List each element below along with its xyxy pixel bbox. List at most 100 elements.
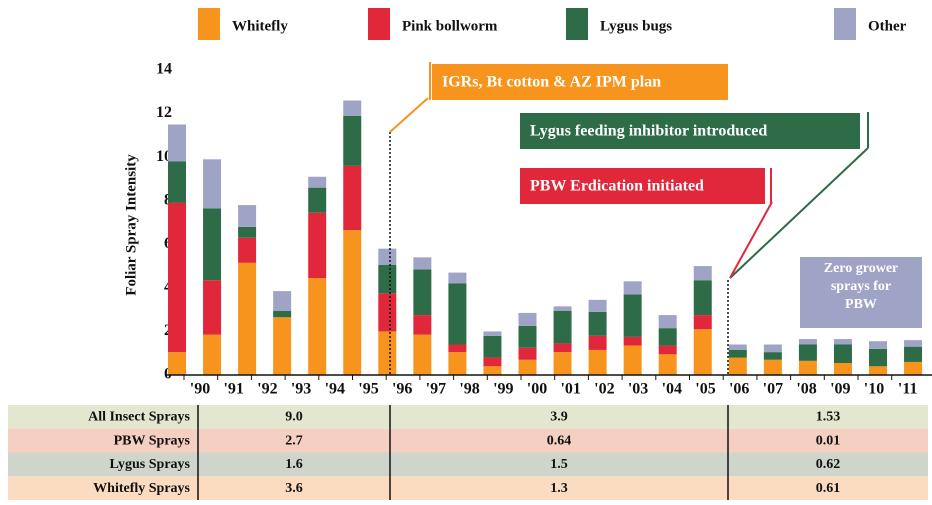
bar-segment: [238, 205, 257, 227]
legend-label: Pink bollworm: [402, 18, 498, 34]
legend-swatch: [834, 8, 856, 40]
bar-segment: [869, 348, 887, 367]
bar-segment: [658, 345, 677, 355]
bar-segment: [658, 328, 677, 346]
y-tick-label: 12: [156, 104, 172, 121]
bar-segment: [483, 357, 502, 367]
x-tick-label: '02: [594, 381, 614, 398]
table-cell: 3.9: [550, 410, 568, 425]
x-tick-label: '97: [426, 381, 446, 398]
x-tick-label: '04: [662, 381, 682, 398]
bar-segment: [833, 363, 852, 375]
annotation-connector: [389, 97, 429, 133]
bar-segment: [588, 311, 607, 336]
bar-segment: [693, 329, 712, 375]
bar-segment: [623, 294, 642, 337]
bar-segment: [798, 344, 817, 361]
bar-segment: [763, 352, 782, 360]
annotation-box: [432, 64, 728, 100]
bar-segment: [518, 347, 537, 360]
table-row: [8, 428, 928, 453]
bar-segment: [623, 345, 642, 375]
table-cell: 0.62: [816, 457, 841, 472]
table-cell: 9.0: [285, 410, 303, 425]
x-tick-label: '93: [291, 381, 311, 398]
table-cell: 0.61: [816, 481, 841, 496]
x-tick-label: '98: [459, 381, 479, 398]
x-tick-label: '07: [763, 381, 783, 398]
bar-segment: [588, 299, 607, 312]
table-cell: 1.6: [285, 457, 303, 472]
bar-segment: [869, 366, 887, 375]
x-tick-label: '10: [864, 381, 884, 398]
legend-swatch: [368, 8, 390, 40]
bar-segment: [343, 115, 362, 166]
table-cell: 3.6: [285, 481, 303, 496]
annotation-box: [520, 113, 860, 149]
bar-segment: [238, 226, 257, 238]
bar-segment: [238, 262, 257, 375]
bar-segment: [168, 202, 186, 353]
bar-segment: [728, 349, 747, 358]
bar-segment: [378, 264, 397, 294]
bar-segment: [238, 237, 257, 263]
bar-segment: [904, 361, 923, 375]
bar-segment: [308, 278, 327, 375]
x-tick-label: '09: [830, 381, 850, 398]
x-tick-label: '92: [257, 381, 277, 398]
annotation-text: IGRs, Bt cotton & AZ IPM plan: [442, 74, 661, 91]
table-cell: 1.53: [816, 410, 841, 425]
x-tick-label: '08: [796, 381, 816, 398]
x-tick-label: '91: [223, 381, 243, 398]
bar-segment: [728, 344, 747, 350]
table-row: [8, 405, 928, 429]
bar-segment: [448, 283, 467, 345]
row-label: Lygus Sprays: [109, 457, 190, 472]
bar-segment: [308, 187, 327, 213]
bar-segment: [308, 176, 327, 188]
bar-segment: [518, 325, 537, 348]
bar-segment: [518, 312, 537, 326]
bar-segment: [343, 100, 362, 116]
bar-segment: [203, 280, 222, 335]
x-tick-label: '01: [560, 381, 580, 398]
bar-segment: [273, 291, 292, 311]
table-row: [8, 452, 928, 477]
table-cell: 1.5: [550, 457, 568, 472]
bar-segment: [553, 306, 572, 311]
legend-swatch: [198, 8, 220, 40]
table-cell: 0.01: [816, 433, 841, 448]
bar-segment: [693, 315, 712, 330]
annotation-text: Lygus feeding inhibitor introduced: [530, 123, 767, 140]
x-tick-label: '03: [628, 381, 648, 398]
bar-segment: [343, 165, 362, 231]
annotation-text: Zero grower: [824, 261, 899, 276]
table-cell: 2.7: [285, 433, 303, 448]
bar-segment: [448, 344, 467, 353]
x-tick-label: '06: [729, 381, 749, 398]
table-cell: 0.64: [547, 433, 572, 448]
bar-segment: [378, 248, 397, 265]
bar-segment: [483, 366, 502, 375]
bar-segment: [553, 352, 572, 375]
x-tick-label: '96: [392, 381, 412, 398]
bar-segment: [763, 359, 782, 375]
bar-segment: [413, 334, 432, 375]
bar-segment: [658, 354, 677, 375]
y-axis-title: Foliar Spray Intensity: [123, 154, 139, 296]
bar-segment: [483, 331, 502, 336]
bar-segment: [168, 161, 186, 203]
bar-segment: [413, 269, 432, 316]
bar-segment: [693, 280, 712, 316]
legend-swatch: [566, 8, 588, 40]
bar-segment: [833, 344, 852, 364]
bar-segment: [203, 159, 222, 209]
table-cell: 1.3: [550, 481, 568, 496]
bar-segment: [168, 352, 186, 375]
x-tick-label: '00: [527, 381, 547, 398]
x-tick-label: '95: [358, 381, 378, 398]
annotation-connector: [729, 201, 773, 279]
bar-segment: [168, 124, 186, 162]
